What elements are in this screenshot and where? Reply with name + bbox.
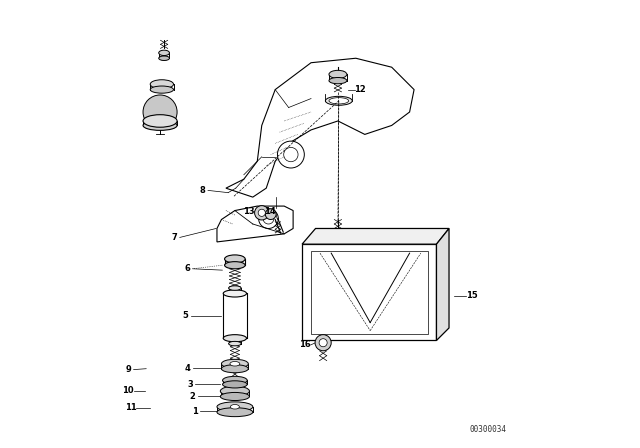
Ellipse shape	[325, 96, 352, 105]
Text: 12: 12	[355, 85, 366, 94]
Text: 1: 1	[191, 407, 198, 416]
Circle shape	[255, 206, 269, 220]
Ellipse shape	[266, 209, 276, 220]
Text: 5: 5	[182, 311, 189, 320]
Polygon shape	[302, 228, 449, 244]
Polygon shape	[302, 244, 436, 340]
Ellipse shape	[217, 408, 253, 417]
Ellipse shape	[217, 402, 253, 412]
Ellipse shape	[228, 341, 241, 346]
Polygon shape	[217, 206, 293, 242]
Polygon shape	[436, 228, 449, 340]
Ellipse shape	[220, 392, 250, 401]
Ellipse shape	[225, 255, 245, 263]
Text: 10: 10	[122, 386, 134, 395]
Ellipse shape	[230, 405, 239, 409]
Ellipse shape	[150, 86, 173, 93]
Circle shape	[278, 141, 305, 168]
Circle shape	[315, 335, 332, 351]
Text: 11: 11	[125, 403, 137, 412]
Text: 2: 2	[189, 392, 195, 401]
Text: 13: 13	[243, 207, 255, 216]
Text: 15: 15	[465, 291, 477, 300]
Text: 14: 14	[264, 207, 276, 216]
Ellipse shape	[143, 115, 177, 127]
Ellipse shape	[225, 262, 245, 269]
Circle shape	[284, 147, 298, 162]
Ellipse shape	[329, 78, 347, 84]
Circle shape	[259, 209, 278, 228]
Ellipse shape	[329, 98, 349, 104]
Ellipse shape	[223, 335, 246, 342]
Text: 16: 16	[300, 340, 311, 349]
Polygon shape	[311, 251, 428, 334]
Ellipse shape	[221, 365, 248, 373]
Ellipse shape	[143, 121, 177, 130]
Ellipse shape	[228, 286, 241, 290]
Ellipse shape	[150, 80, 173, 89]
Text: 00300034: 00300034	[470, 425, 506, 434]
Ellipse shape	[230, 362, 240, 366]
Polygon shape	[226, 58, 414, 197]
Text: 6: 6	[185, 264, 191, 273]
Ellipse shape	[220, 386, 250, 396]
Ellipse shape	[223, 376, 247, 384]
Ellipse shape	[223, 290, 246, 297]
Ellipse shape	[159, 56, 170, 60]
Text: 8: 8	[200, 186, 205, 195]
Text: 3: 3	[188, 380, 193, 389]
Text: 4: 4	[185, 364, 191, 373]
Text: 9: 9	[125, 365, 131, 374]
Circle shape	[319, 339, 327, 347]
Ellipse shape	[223, 381, 247, 388]
Ellipse shape	[329, 70, 347, 78]
Circle shape	[143, 95, 177, 129]
Ellipse shape	[221, 359, 248, 368]
Text: 7: 7	[172, 233, 177, 242]
Circle shape	[263, 213, 274, 224]
Ellipse shape	[159, 50, 170, 56]
Circle shape	[258, 209, 266, 216]
